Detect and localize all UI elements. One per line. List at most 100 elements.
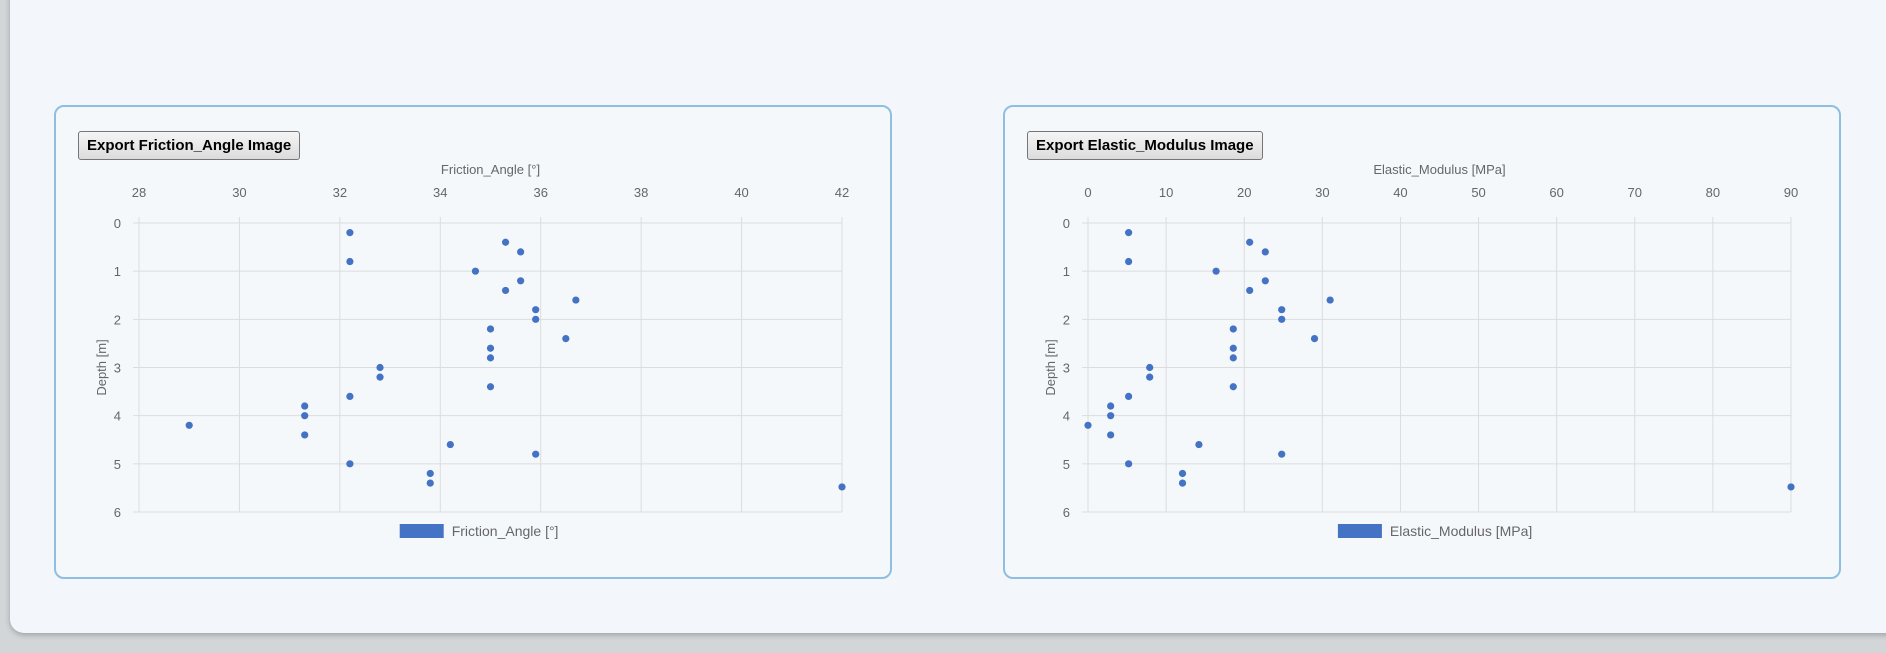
legend-label: Elastic_Modulus [MPa] [1390, 523, 1532, 539]
data-point [1229, 383, 1237, 391]
data-point [517, 248, 525, 256]
data-point [1125, 392, 1133, 400]
data-point [562, 335, 570, 343]
data-point [1787, 483, 1795, 491]
y-tick-label: 4 [114, 409, 121, 424]
x-tick-label: 90 [1784, 185, 1798, 200]
data-point [1246, 238, 1254, 246]
friction-angle-chart-card: Export Friction_Angle Image Friction_Ang… [54, 105, 892, 579]
x-tick-label: 34 [433, 185, 447, 200]
data-point [301, 402, 309, 410]
elastic-modulus-chart: Elastic_Modulus [MPa]0 10 20 30 40 50 60 70 80 90… [1043, 162, 1798, 539]
data-point [838, 483, 846, 491]
y-tick-label: 2 [114, 312, 121, 327]
x-tick-label: 30 [232, 185, 246, 200]
x-axis-title: Friction_Angle [°] [441, 162, 540, 177]
legend-label: Friction_Angle [°] [452, 523, 559, 539]
x-axis-title: Elastic_Modulus [MPa] [1373, 162, 1505, 177]
x-tick-label: 50 [1471, 185, 1485, 200]
y-tick-label: 6 [1063, 505, 1070, 520]
x-tick-label: 10 [1159, 185, 1173, 200]
data-point [1125, 460, 1133, 468]
data-point [376, 363, 384, 372]
x-tick-label: 0 [1084, 185, 1091, 200]
y-tick-label: 3 [1063, 361, 1070, 376]
data-point [301, 431, 309, 439]
data-point [1246, 286, 1254, 295]
x-tick-label: 20 [1237, 185, 1251, 200]
data-point [501, 286, 510, 295]
data-point [532, 306, 540, 314]
x-tick-label: 80 [1706, 185, 1720, 200]
data-point [376, 373, 384, 381]
y-tick-label: 1 [114, 264, 121, 279]
data-point [486, 344, 495, 352]
data-point [426, 479, 434, 487]
data-point [1229, 325, 1237, 333]
data-point [471, 267, 480, 275]
data-point [1229, 344, 1237, 352]
y-tick-label: 0 [1063, 216, 1070, 231]
x-tick-label: 28 [132, 185, 146, 200]
x-tick-label: 36 [533, 185, 547, 200]
data-point [1107, 402, 1115, 410]
data-point [532, 315, 540, 323]
data-point [532, 450, 540, 458]
x-tick-label: 70 [1628, 185, 1642, 200]
data-point [1278, 450, 1286, 458]
data-point [1146, 373, 1154, 381]
export-elastic-modulus-button[interactable]: Export Elastic_Modulus Image [1027, 131, 1263, 160]
data-point [1178, 479, 1187, 487]
x-tick-label: 30 [1315, 185, 1329, 200]
x-tick-label: 60 [1549, 185, 1563, 200]
y-tick-label: 0 [114, 216, 121, 231]
x-tick-label: 40 [734, 185, 748, 200]
data-point [1125, 229, 1133, 237]
data-point [486, 325, 495, 333]
x-tick-label: 38 [634, 185, 648, 200]
y-tick-label: 4 [1063, 409, 1070, 424]
legend-swatch[interactable] [399, 524, 444, 538]
y-tick-label: 1 [1063, 264, 1070, 279]
data-point [486, 354, 495, 362]
data-point [1178, 469, 1187, 478]
friction-angle-chart: Friction_Angle [°]28 30 32 34 36 38 40 42012345… [94, 162, 849, 539]
data-point [301, 412, 309, 420]
data-point [1278, 315, 1286, 323]
x-tick-label: 42 [835, 185, 849, 200]
elastic-modulus-chart-card: Export Elastic_Modulus Image Elastic_Mod… [1003, 105, 1841, 579]
export-friction-angle-button[interactable]: Export Friction_Angle Image [78, 131, 301, 160]
data-point [1261, 277, 1269, 285]
data-point [1107, 431, 1115, 439]
y-tick-label: 2 [1063, 312, 1070, 327]
y-tick-label: 3 [114, 361, 121, 376]
data-point [346, 257, 354, 266]
y-tick-label: 6 [114, 505, 121, 520]
data-point [346, 460, 354, 468]
data-point [1125, 257, 1133, 266]
y-tick-label: 5 [114, 457, 121, 472]
data-point [486, 383, 495, 391]
data-point [185, 421, 193, 429]
data-point [346, 392, 354, 400]
data-point [1326, 296, 1334, 304]
data-point [572, 296, 580, 304]
x-tick-label: 32 [333, 185, 347, 200]
y-axis-title: Depth [m] [1043, 339, 1058, 395]
legend-swatch[interactable] [1337, 524, 1382, 538]
data-point [446, 440, 454, 449]
data-point [501, 238, 510, 246]
data-point [1146, 363, 1154, 372]
data-point [346, 229, 354, 237]
data-point [1261, 248, 1269, 256]
data-point [1107, 412, 1115, 420]
data-point [1278, 306, 1286, 314]
data-point [1310, 335, 1319, 343]
y-axis-title: Depth [m] [94, 339, 109, 395]
y-tick-label: 5 [1063, 457, 1070, 472]
data-point [426, 469, 434, 478]
data-point [1229, 354, 1237, 362]
data-point [1212, 267, 1220, 275]
data-point [1084, 421, 1092, 429]
data-point [517, 277, 525, 285]
